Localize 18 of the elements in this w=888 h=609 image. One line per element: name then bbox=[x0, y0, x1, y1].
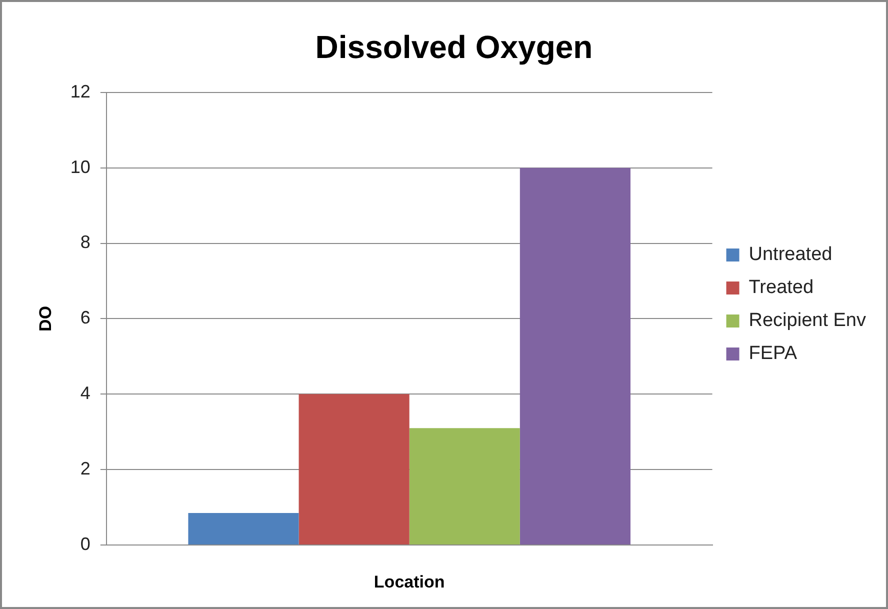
chart-title: Dissolved Oxygen bbox=[315, 29, 593, 66]
legend-label: Treated bbox=[748, 277, 814, 298]
legend-label: Recipient Env bbox=[748, 310, 866, 332]
legend-label: FEPA bbox=[748, 343, 798, 364]
y-tick-label: 8 bbox=[80, 232, 90, 252]
y-tick-label: 10 bbox=[70, 156, 90, 177]
y-tick-label: 6 bbox=[80, 308, 90, 328]
y-tick-label: 12 bbox=[70, 81, 90, 102]
y-tick-label: 4 bbox=[80, 383, 90, 404]
bar bbox=[409, 428, 520, 544]
x-axis-title: Location bbox=[374, 572, 445, 592]
bar bbox=[298, 394, 410, 544]
y-tick-label: 0 bbox=[80, 534, 90, 554]
bar bbox=[188, 512, 299, 544]
legend-label: Untreated bbox=[748, 244, 832, 266]
bar bbox=[520, 168, 630, 544]
y-axis-title: DO bbox=[36, 306, 55, 332]
y-tick-label: 2 bbox=[80, 458, 90, 479]
